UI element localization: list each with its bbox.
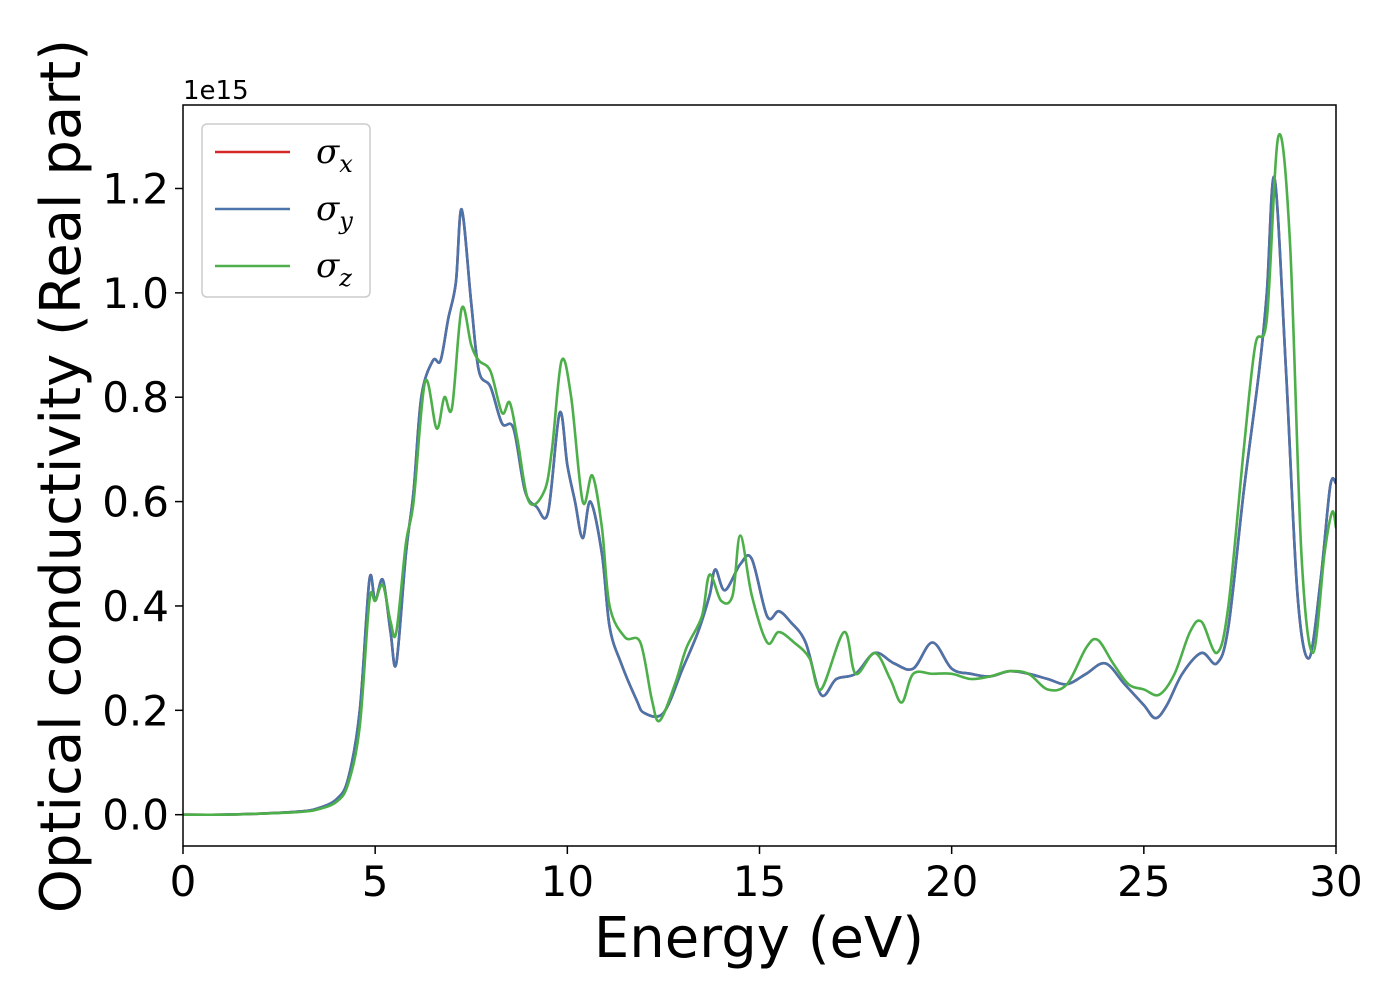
x-tick-label: 5 [362, 857, 389, 906]
y-tick-label: 0.2 [102, 686, 169, 735]
x-axis-title: Energy (eV) [594, 906, 924, 971]
x-axis-ticks: 0 5 10 15 20 25 30 [170, 846, 1363, 906]
series-layer [183, 132, 1336, 817]
series-line-sigma-z [183, 132, 1336, 817]
plot-background [183, 105, 1336, 846]
y-axis-ticks: 0.0 0.2 0.4 0.6 0.8 1.0 1.2 [102, 164, 183, 840]
y-axis-title: Optical conductivity (Real part) [29, 39, 94, 913]
y-tick-label: 1.2 [102, 164, 169, 213]
y-tick-label: 0.8 [102, 373, 169, 422]
y-tick-label: 0.6 [102, 478, 169, 527]
legend-label-sigma-y: σy [316, 189, 353, 235]
y-tick-label: 0.0 [102, 791, 169, 840]
x-tick-label: 0 [170, 857, 197, 906]
legend-label-sigma-x: σx [316, 132, 353, 178]
y-offset-text: 1e15 [183, 76, 249, 106]
x-tick-label: 15 [733, 857, 786, 906]
legend-box [201, 123, 371, 298]
x-tick-label: 10 [541, 857, 594, 906]
legend-label-sigma-z: σz [316, 246, 352, 292]
legend: σx σy σz [201, 123, 371, 298]
y-tick-label: 1.0 [102, 269, 169, 318]
x-tick-label: 30 [1309, 857, 1362, 906]
x-tick-label: 20 [925, 857, 978, 906]
y-tick-label: 0.4 [102, 582, 169, 631]
x-tick-label: 25 [1117, 857, 1170, 906]
